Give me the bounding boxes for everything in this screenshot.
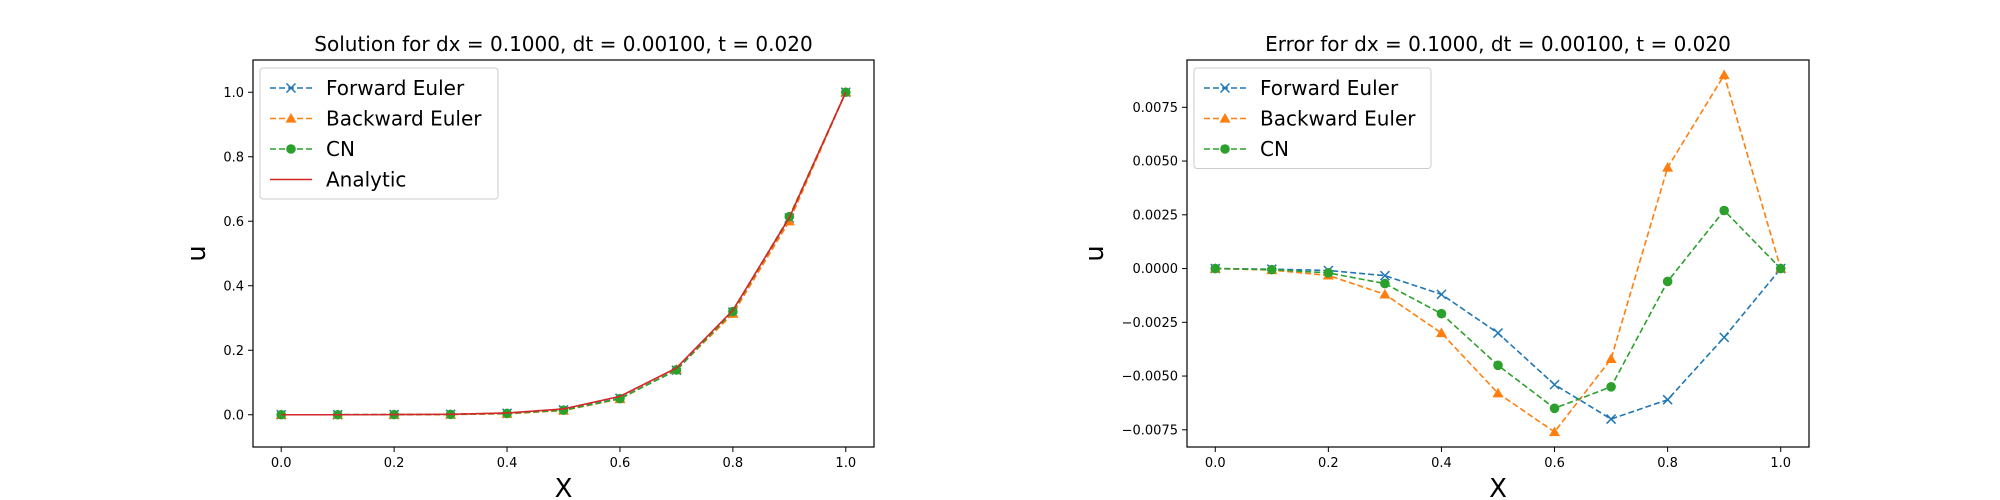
solution-xtick-label-4: 0.8 xyxy=(723,456,744,471)
error-point-backward-euler-6 xyxy=(1549,426,1561,437)
error-point-forward-euler-6 xyxy=(1549,379,1560,390)
solution-ytick-label-0: 0.0 xyxy=(223,408,244,423)
solution-legend-label-cn: CN xyxy=(326,137,355,161)
error-legend-marker-backward-euler xyxy=(1219,113,1231,123)
solution-point-cn-10 xyxy=(840,87,851,98)
error-legend-label-cn: CN xyxy=(1260,137,1289,161)
error-legend-label-backward-euler: Backward Euler xyxy=(1260,107,1416,131)
solution-xtick-label-0: 0.0 xyxy=(271,456,292,471)
error-point-forward-euler-3-b xyxy=(1379,270,1390,281)
solution-xtick-label-5: 1.0 xyxy=(835,456,856,471)
error-plot-area xyxy=(1209,69,1787,437)
error-ytick-label-4: 0.0025 xyxy=(1133,208,1179,223)
solution-legend-box xyxy=(259,67,499,200)
error-point-forward-euler-4 xyxy=(1436,289,1447,300)
error-point-backward-euler-8 xyxy=(1662,162,1674,172)
error-axes-frame xyxy=(1186,59,1810,448)
error-point-forward-euler-7 xyxy=(1606,414,1617,425)
error-ytick-label-3: 0.0000 xyxy=(1133,262,1179,277)
error-legend-label-forward-euler: Forward Euler xyxy=(1260,76,1399,100)
error-point-forward-euler-6-b xyxy=(1549,379,1560,390)
solution-chart-title: Solution for dx = 0.1000, dt = 0.00100, … xyxy=(314,32,812,56)
error-point-cn-4 xyxy=(1436,308,1447,319)
error-series-line-cn xyxy=(1215,209,1782,410)
error-point-cn-2 xyxy=(1323,268,1334,278)
error-point-backward-euler-7 xyxy=(1605,353,1617,363)
error-point-forward-euler-3 xyxy=(1379,270,1390,281)
solution-ytick-label-4: 0.8 xyxy=(223,150,244,165)
solution-legend-label-backward-euler: Backward Euler xyxy=(326,107,482,131)
error-y-axis-label: u xyxy=(1080,245,1110,261)
solution-ytick-label-5: 1.0 xyxy=(223,86,244,101)
error-point-cn-7 xyxy=(1606,382,1616,392)
solution-xtick-label-3: 0.6 xyxy=(610,456,631,471)
error-point-cn-0 xyxy=(1210,263,1221,274)
solution-plot-area xyxy=(275,86,852,420)
error-chart: 0.0 0.2 0.4 0.6 0.8 1.0 −0.0075 −0.0050 −0.0025 0… xyxy=(1080,32,1810,500)
solution-xtick-label-1: 0.2 xyxy=(384,456,405,471)
error-point-backward-euler-9 xyxy=(1718,69,1730,80)
error-ytick-label-6: 0.0075 xyxy=(1133,101,1179,116)
error-xtick-label-3: 0.6 xyxy=(1544,456,1565,471)
error-point-forward-euler-8 xyxy=(1662,394,1673,405)
error-xtick-label-0: 0.0 xyxy=(1205,456,1226,471)
solution-legend-label-forward-euler: Forward Euler xyxy=(326,76,465,100)
error-point-forward-euler-9-b xyxy=(1719,332,1730,343)
solution-point-cn-8 xyxy=(728,306,738,317)
error-point-forward-euler-4-b xyxy=(1436,289,1447,300)
error-point-backward-euler-5 xyxy=(1492,387,1504,398)
solution-x-axis-label: X xyxy=(555,474,573,500)
solution-legend-marker-forward-euler-b xyxy=(285,82,297,94)
error-ytick-label-0: −0.0075 xyxy=(1122,423,1178,438)
error-legend-marker-forward-euler xyxy=(1219,82,1231,94)
error-point-forward-euler-9 xyxy=(1719,332,1730,343)
error-point-cn-9 xyxy=(1719,205,1729,216)
error-point-cn-10 xyxy=(1775,263,1786,274)
error-xtick-label-2: 0.4 xyxy=(1431,456,1452,471)
error-point-cn-6 xyxy=(1549,403,1560,414)
error-ytick-label-5: 0.0050 xyxy=(1133,155,1179,170)
solution-point-cn-7 xyxy=(671,365,682,375)
error-point-forward-euler-5 xyxy=(1492,328,1504,339)
solution-legend-marker-cn xyxy=(286,144,296,154)
error-legend-marker-forward-euler-b xyxy=(1219,82,1231,94)
error-ytick-label-1: −0.0050 xyxy=(1122,370,1178,385)
solution-ytick-label-3: 0.6 xyxy=(223,215,244,230)
error-legend: Forward Euler Backward Euler CN xyxy=(1193,67,1432,169)
solution-point-cn-0 xyxy=(276,409,287,420)
error-point-forward-euler-7-b xyxy=(1606,414,1617,425)
error-point-cn-5 xyxy=(1493,360,1503,371)
error-legend-box xyxy=(1193,67,1432,169)
solution-point-cn-5 xyxy=(558,405,569,416)
error-point-backward-euler-3 xyxy=(1379,288,1391,299)
error-point-cn-8 xyxy=(1662,276,1673,287)
error-chart-title: Error for dx = 0.1000, dt = 0.00100, t =… xyxy=(1265,32,1731,56)
solution-series-line-analytic xyxy=(281,91,847,416)
error-x-axis-label: X xyxy=(1489,474,1507,500)
solution-axes-frame xyxy=(252,59,875,448)
error-xtick-label-1: 0.2 xyxy=(1318,456,1339,471)
error-ytick-label-2: −0.0025 xyxy=(1122,316,1178,331)
error-point-cn-3 xyxy=(1380,278,1390,289)
solution-legend-marker-backward-euler xyxy=(285,113,297,123)
solution-xtick-label-2: 0.4 xyxy=(497,456,518,471)
solution-ytick-label-1: 0.2 xyxy=(223,344,244,359)
solution-legend: Forward Euler Backward Euler CN Analytic xyxy=(259,67,499,200)
error-point-forward-euler-8-b xyxy=(1662,394,1673,405)
solution-ytick-label-2: 0.4 xyxy=(223,279,244,294)
solution-chart: 0.0 0.2 0.4 0.6 0.8 1.0 0.0 0.2 0.4 0.6 0.8 1.0 Solu… xyxy=(182,32,875,500)
error-xtick-label-5: 1.0 xyxy=(1770,456,1791,471)
error-legend-marker-cn xyxy=(1220,144,1230,154)
error-point-cn-1 xyxy=(1267,264,1277,275)
solution-legend-label-analytic: Analytic xyxy=(326,168,406,192)
solution-legend-marker-forward-euler xyxy=(285,82,297,94)
error-xtick-label-4: 0.8 xyxy=(1657,456,1678,471)
solution-y-axis-label: u xyxy=(182,245,212,261)
error-point-forward-euler-5-b xyxy=(1492,328,1504,339)
error-point-backward-euler-4 xyxy=(1435,327,1447,338)
